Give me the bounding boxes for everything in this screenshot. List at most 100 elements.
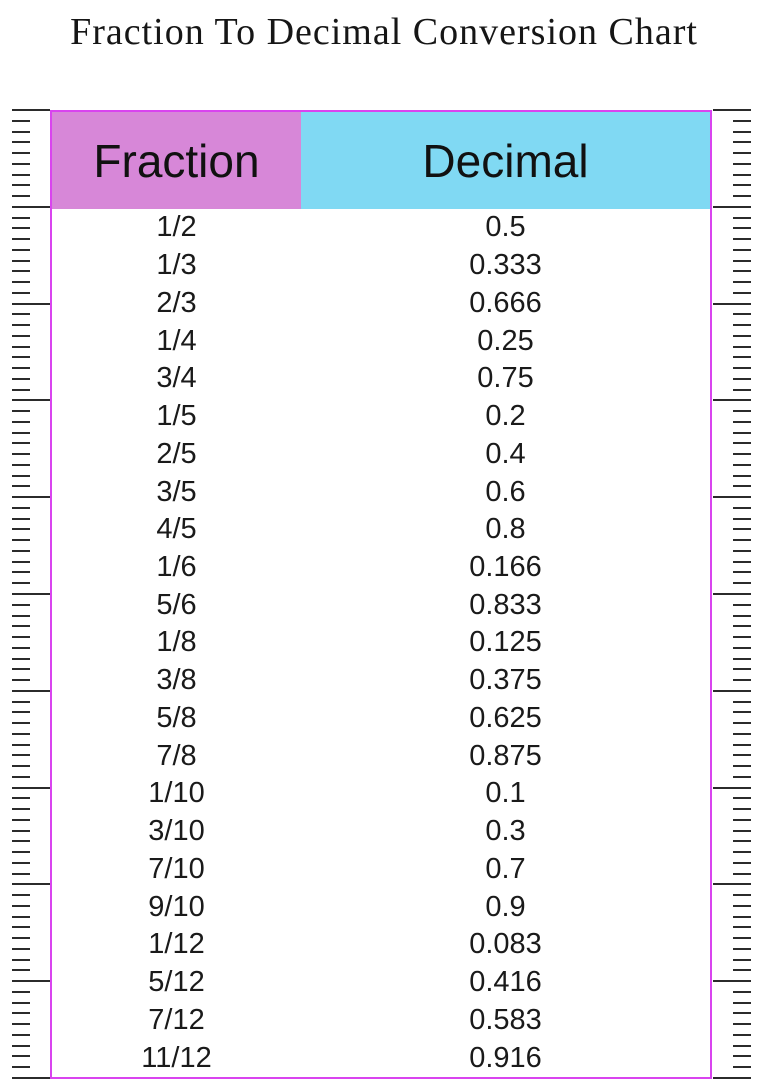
- ruler-minor-tick: [12, 453, 30, 456]
- ruler-minor-tick: [733, 969, 751, 972]
- decimal-cell: 0.875: [469, 739, 542, 772]
- table-row: 1/10 0.1: [52, 775, 710, 813]
- ruler-minor-tick: [12, 216, 30, 219]
- ruler-minor-tick: [12, 1001, 30, 1004]
- ruler-major-tick: [12, 399, 50, 402]
- fraction-cell: 7/8: [156, 739, 197, 772]
- table-header-row: Fraction Decimal: [52, 112, 710, 209]
- ruler-minor-tick: [12, 732, 30, 735]
- ruler-minor-tick: [733, 990, 751, 993]
- decimal-cell: 0.9: [485, 890, 526, 923]
- ruler-minor-tick: [12, 539, 30, 542]
- ruler-minor-tick: [733, 227, 751, 230]
- ruler-minor-tick: [12, 356, 30, 359]
- ruler-minor-tick: [12, 281, 30, 284]
- ruler-minor-tick: [733, 1012, 751, 1015]
- decimal-cell: 0.916: [469, 1041, 542, 1074]
- ruler-minor-tick: [733, 646, 751, 649]
- ruler-minor-tick: [733, 152, 751, 155]
- ruler-minor-tick: [733, 1023, 751, 1026]
- ruler-major-tick: [12, 980, 50, 983]
- ruler-minor-tick: [733, 625, 751, 628]
- ruler-minor-tick: [12, 614, 30, 617]
- left-ruler-decoration: [12, 109, 50, 1079]
- ruler-minor-tick: [733, 775, 751, 778]
- ruler-major-tick: [713, 109, 751, 111]
- ruler-minor-tick: [733, 636, 751, 639]
- ruler-minor-tick: [12, 173, 30, 176]
- table-row: 1/6 0.166: [52, 549, 710, 587]
- ruler-minor-tick: [733, 173, 751, 176]
- ruler-minor-tick: [12, 238, 30, 241]
- ruler-minor-tick: [733, 270, 751, 273]
- ruler-minor-tick: [12, 1066, 30, 1069]
- table-row: 3/5 0.6: [52, 473, 710, 511]
- decimal-column-header: Decimal: [301, 112, 710, 209]
- ruler-minor-tick: [733, 700, 751, 703]
- fraction-cell: 1/2: [156, 211, 197, 244]
- ruler-minor-tick: [12, 775, 30, 778]
- ruler-minor-tick: [733, 754, 751, 757]
- ruler-minor-tick: [733, 420, 751, 423]
- fraction-column-header: Fraction: [52, 112, 301, 209]
- conversion-table: Fraction Decimal 1/2 0.5 1/3 0.333 2/3 0.666 1…: [50, 110, 712, 1079]
- ruler-minor-tick: [733, 904, 751, 907]
- ruler-minor-tick: [12, 872, 30, 875]
- ruler-minor-tick: [733, 797, 751, 800]
- ruler-minor-tick: [12, 829, 30, 832]
- ruler-minor-tick: [12, 442, 30, 445]
- decimal-cell: 0.125: [469, 626, 542, 659]
- ruler-minor-tick: [733, 130, 751, 133]
- ruler-major-tick: [713, 496, 751, 499]
- ruler-minor-tick: [12, 1055, 30, 1058]
- ruler-minor-tick: [12, 388, 30, 391]
- ruler-major-tick: [713, 883, 751, 886]
- decimal-cell: 0.4: [485, 437, 526, 470]
- ruler-minor-tick: [12, 420, 30, 423]
- ruler-minor-tick: [733, 765, 751, 768]
- ruler-major-tick: [12, 496, 50, 499]
- fraction-cell: 1/5: [156, 400, 197, 433]
- ruler-minor-tick: [12, 937, 30, 940]
- table-row: 5/8 0.625: [52, 700, 710, 738]
- ruler-minor-tick: [733, 517, 751, 520]
- table-row: 1/8 0.125: [52, 624, 710, 662]
- ruler-minor-tick: [12, 549, 30, 552]
- decimal-cell: 0.75: [477, 362, 534, 395]
- decimal-cell: 0.2: [485, 400, 526, 433]
- ruler-minor-tick: [12, 334, 30, 337]
- ruler-minor-tick: [733, 485, 751, 488]
- table-row: 3/4 0.75: [52, 360, 710, 398]
- table-row: 1/12 0.083: [52, 926, 710, 964]
- ruler-minor-tick: [733, 840, 751, 843]
- decimal-cell: 0.6: [485, 475, 526, 508]
- table-row: 9/10 0.9: [52, 888, 710, 926]
- ruler-minor-tick: [733, 313, 751, 316]
- fraction-cell: 1/3: [156, 249, 197, 282]
- ruler-minor-tick: [12, 528, 30, 531]
- ruler-major-tick: [713, 593, 751, 595]
- ruler-minor-tick: [12, 324, 30, 327]
- ruler-minor-tick: [12, 765, 30, 768]
- fraction-cell: 5/6: [156, 588, 197, 621]
- ruler-minor-tick: [733, 259, 751, 262]
- ruler-minor-tick: [733, 851, 751, 854]
- ruler-minor-tick: [12, 119, 30, 122]
- table-row: 7/10 0.7: [52, 850, 710, 888]
- ruler-minor-tick: [12, 431, 30, 434]
- ruler-minor-tick: [12, 947, 30, 950]
- ruler-minor-tick: [12, 184, 30, 187]
- fraction-cell: 1/4: [156, 324, 197, 357]
- ruler-minor-tick: [12, 560, 30, 563]
- ruler-minor-tick: [733, 1044, 751, 1047]
- ruler-minor-tick: [733, 141, 751, 144]
- right-ruler-decoration: [713, 109, 751, 1079]
- ruler-minor-tick: [733, 549, 751, 552]
- ruler-minor-tick: [733, 281, 751, 284]
- fraction-cell: 7/12: [148, 1003, 205, 1036]
- ruler-minor-tick: [733, 818, 751, 821]
- ruler-minor-tick: [12, 668, 30, 671]
- ruler-minor-tick: [733, 216, 751, 219]
- ruler-minor-tick: [12, 377, 30, 380]
- ruler-minor-tick: [733, 582, 751, 585]
